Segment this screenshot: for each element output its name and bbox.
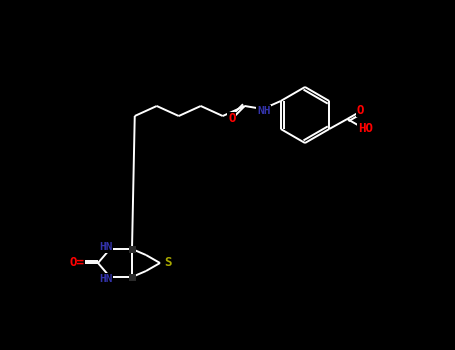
Text: NH: NH — [257, 106, 271, 116]
Text: O: O — [228, 112, 236, 126]
Bar — [128, 245, 136, 252]
Text: HO: HO — [358, 121, 373, 134]
Text: S: S — [164, 257, 172, 270]
Text: HN: HN — [99, 242, 113, 252]
Text: O: O — [357, 104, 364, 117]
Text: O=: O= — [70, 257, 85, 270]
Bar — [128, 273, 136, 280]
Text: HN: HN — [99, 274, 113, 284]
